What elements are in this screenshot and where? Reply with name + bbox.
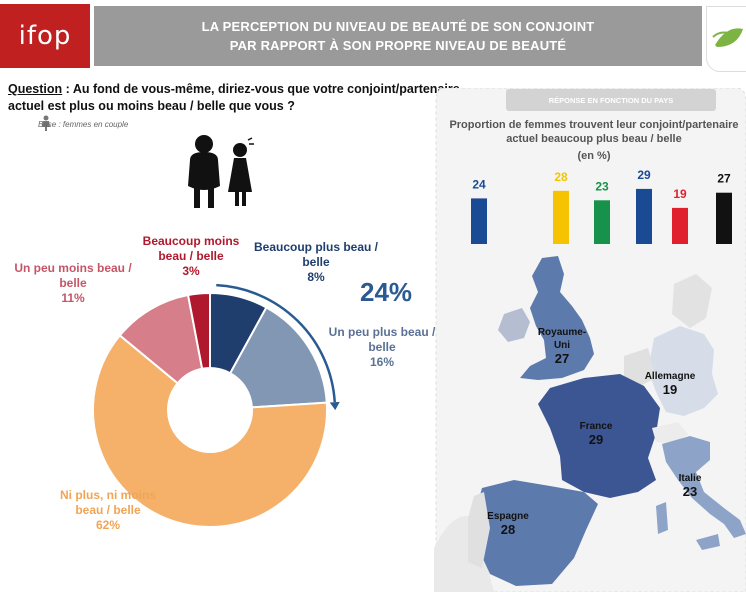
bar-1-value: 24 [472, 177, 486, 191]
country-value-uk: 27 [554, 351, 570, 366]
country-label-italy: Italie 23 [664, 472, 716, 498]
highlight-arc [216, 283, 337, 403]
label-un-peu-plus-value: 16% [369, 355, 395, 369]
question-body: : Au fond de vous-même, diriez-vous que … [8, 82, 460, 113]
country-value-spain: 28 [500, 522, 516, 537]
bar-4 [636, 188, 652, 244]
europe-map [434, 88, 746, 592]
question-text: Question : Au fond de vous-même, diriez-… [8, 81, 498, 115]
question-label: Question [8, 82, 63, 96]
bar-6-value: 27 [717, 172, 731, 186]
country-label-uk: Royaume- Uni 27 [530, 326, 594, 365]
bar-4-value: 29 [637, 170, 651, 182]
country-name-uk: Royaume- [537, 327, 587, 338]
denmark-shape [672, 274, 712, 328]
label-ni-plus-text: Ni plus, ni moins beau / belle [59, 488, 156, 517]
person-icon [42, 115, 50, 131]
label-beaucoup-plus-value: 8% [307, 270, 325, 284]
country-name-germany: Allemagne [644, 371, 696, 382]
highlight-total: 24% [360, 277, 413, 307]
spain-shape [474, 480, 598, 586]
country-label-spain: Espagne 28 [478, 510, 538, 536]
slice-ni-plus [92, 334, 328, 528]
country-name-uk-2: Uni [553, 340, 571, 351]
title-line-2: PAR RAPPORT À SON PROPRE NIVEAU DE BEAUT… [229, 38, 567, 53]
ifop-logo: ifop [0, 4, 90, 68]
label-ni-plus-value: 62% [95, 518, 121, 532]
leaf-icon [712, 28, 743, 47]
title-line-1: LA PERCEPTION DU NIVEAU DE BEAUTÉ DE SON… [201, 19, 595, 34]
label-beaucoup-moins-text: Beaucoup moins beau / belle [142, 234, 240, 263]
benelux-shape [624, 348, 656, 386]
sicily-shape [696, 534, 720, 550]
portugal-shape [468, 492, 490, 568]
bar-2-value: 28 [554, 170, 568, 184]
leaf-logo [706, 6, 746, 72]
germany-shape [648, 326, 718, 416]
country-value-france: 29 [588, 432, 604, 447]
highlight-arrow-icon [329, 401, 340, 411]
bar-5-value: 19 [673, 187, 687, 201]
label-un-peu-moins-text: Un peu moins beau / belle [14, 261, 132, 290]
sea-shape [434, 516, 494, 592]
label-beaucoup-plus: Beaucoup plus beau / belle 8% [246, 240, 386, 285]
bar-6 [716, 192, 732, 244]
country-value-italy: 23 [682, 484, 698, 499]
country-name-france: France [579, 421, 613, 432]
ireland-shape [498, 308, 530, 342]
bar-5 [672, 207, 688, 244]
label-un-peu-plus-text: Un peu plus beau / belle [328, 325, 436, 354]
bar-chart-unit: (en %) [577, 150, 611, 162]
donut-chart [92, 283, 340, 528]
country-label-germany: Allemagne 19 [632, 370, 708, 396]
uk-shape [520, 256, 594, 380]
couple-icon [188, 135, 254, 208]
base-note: Base : femmes en couple [38, 120, 129, 129]
label-un-peu-plus: Un peu plus beau / belle 16% [320, 325, 444, 370]
bar-chart-title: Proportion de femmes trouvent leur conjo… [449, 119, 739, 145]
switzerland-shape [652, 422, 688, 444]
sardinia-shape [656, 502, 668, 534]
france-shape [538, 374, 660, 498]
label-ni-plus: Ni plus, ni moins beau / belle 62% [58, 488, 158, 533]
bar-3-value: 23 [595, 179, 609, 193]
italy-shape [662, 436, 746, 538]
label-un-peu-moins: Un peu moins beau / belle 11% [14, 261, 132, 306]
bar-3 [594, 200, 610, 244]
bar-1 [471, 198, 487, 244]
country-header: RÉPONSE EN FONCTION DU PAYS [506, 89, 716, 111]
label-beaucoup-moins: Beaucoup moins beau / belle 3% [136, 234, 246, 279]
label-un-peu-moins-value: 11% [61, 291, 85, 305]
country-bar-chart: 24 28 23 29 19 27 [471, 170, 732, 244]
label-beaucoup-plus-text: Beaucoup plus beau / belle [253, 240, 379, 269]
country-name-spain: Espagne [487, 511, 529, 522]
country-label-france: France 29 [566, 420, 626, 446]
label-beaucoup-moins-value: 3% [182, 264, 200, 278]
slice-un-peu-plus [228, 306, 328, 409]
country-name-italy: Italie [678, 473, 702, 484]
country-value-germany: 19 [662, 382, 678, 397]
bar-2 [553, 190, 569, 244]
title-banner: LA PERCEPTION DU NIVEAU DE BEAUTÉ DE SON… [94, 6, 702, 66]
slice-beaucoup-moins [186, 291, 211, 370]
logo-text: ifop [18, 21, 72, 51]
